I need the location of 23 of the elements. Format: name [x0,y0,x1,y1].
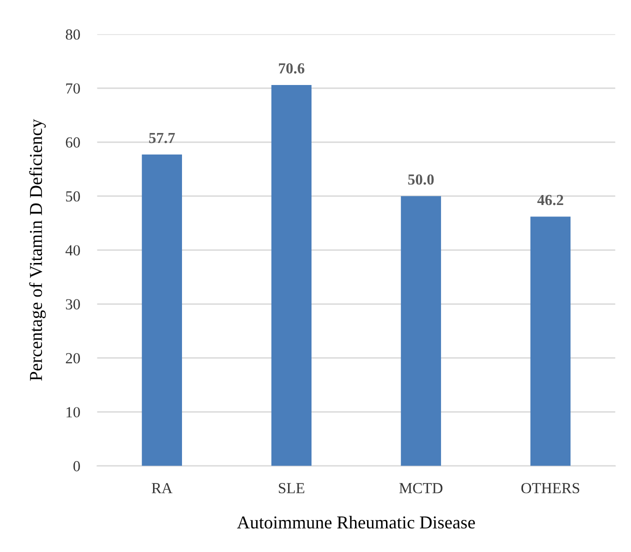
x-axis-title: Autoimmune Rheumatic Disease [237,516,475,529]
y-tick-label: 60 [66,137,80,148]
data-label: 70.6 [278,63,304,74]
x-tick-label: OTHERS [521,483,580,494]
bar [400,196,442,466]
data-label: 57.7 [149,132,175,144]
y-tick-label: 0 [73,461,80,472]
y-tick-label: 10 [66,407,80,418]
bar [142,154,182,466]
y-axis-title: Percentage of Vitamin D Deficiency [29,118,46,381]
y-tick-label: 20 [66,353,80,364]
y-tick-label: 50 [66,191,80,202]
x-tick-label: MCTD [399,483,442,494]
y-tick-label: 70 [66,83,80,94]
y-tick-label: 30 [66,299,80,310]
bar [530,216,571,466]
y-tick-label: 40 [66,245,80,256]
x-tick-label: SLE [278,483,304,494]
x-tick-label: RA [152,483,172,494]
data-label: 50.0 [408,174,434,185]
y-tick-label: 80 [66,29,80,40]
data-label: 46.2 [537,194,564,206]
bar [271,84,312,466]
